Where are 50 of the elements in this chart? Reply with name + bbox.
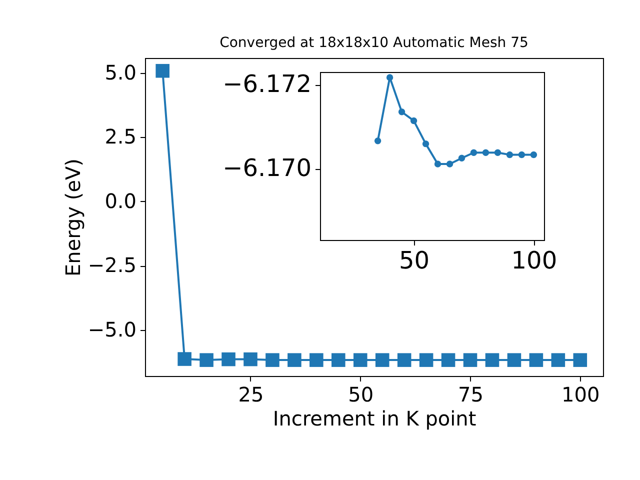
point bbox=[244, 352, 258, 366]
y-tick-label: −6.170 bbox=[222, 154, 312, 182]
point bbox=[573, 353, 588, 367]
y-axis-title: Energy (eV) bbox=[60, 158, 85, 276]
point bbox=[397, 353, 412, 367]
chart-title: Converged at 18x18x10 Automatic Mesh 75 bbox=[220, 35, 528, 51]
x-tick-label: 25 bbox=[238, 382, 264, 406]
point bbox=[458, 154, 466, 162]
y-tick-label: −6.172 bbox=[222, 70, 312, 98]
x-tick-label: 50 bbox=[399, 246, 430, 274]
point bbox=[529, 353, 544, 367]
point bbox=[410, 117, 418, 124]
point bbox=[419, 353, 434, 367]
x-tick-label: 100 bbox=[562, 382, 600, 406]
point bbox=[518, 151, 526, 158]
point bbox=[446, 160, 454, 168]
point bbox=[530, 151, 538, 158]
point bbox=[353, 353, 368, 367]
x-tick-label: 100 bbox=[511, 246, 558, 274]
point bbox=[470, 149, 478, 156]
y-tick-label: 5.0 bbox=[104, 60, 136, 84]
point bbox=[288, 353, 302, 367]
x-tick-label: 50 bbox=[348, 382, 374, 406]
point bbox=[222, 352, 236, 366]
point bbox=[441, 353, 456, 367]
x-axis-title: Increment in K point bbox=[272, 406, 476, 430]
point bbox=[551, 353, 566, 367]
point bbox=[310, 353, 324, 367]
point bbox=[374, 138, 382, 144]
point bbox=[178, 352, 192, 366]
point bbox=[506, 151, 514, 158]
point bbox=[398, 108, 406, 116]
point bbox=[494, 149, 502, 156]
point bbox=[434, 160, 442, 168]
y-tick-label: −5.0 bbox=[88, 317, 136, 342]
x-tick-label: 75 bbox=[458, 382, 484, 406]
y-tick-label: 2.5 bbox=[104, 124, 136, 149]
y-tick-label: 0.0 bbox=[104, 188, 136, 213]
point bbox=[507, 353, 522, 367]
point bbox=[482, 149, 490, 156]
point bbox=[386, 74, 394, 81]
point bbox=[332, 353, 346, 367]
point bbox=[422, 140, 430, 148]
point bbox=[485, 353, 500, 367]
y-tick-label: −2.5 bbox=[88, 253, 136, 278]
point bbox=[375, 353, 390, 367]
point bbox=[156, 64, 170, 78]
point bbox=[266, 353, 280, 367]
point bbox=[463, 353, 478, 367]
point bbox=[200, 353, 214, 367]
